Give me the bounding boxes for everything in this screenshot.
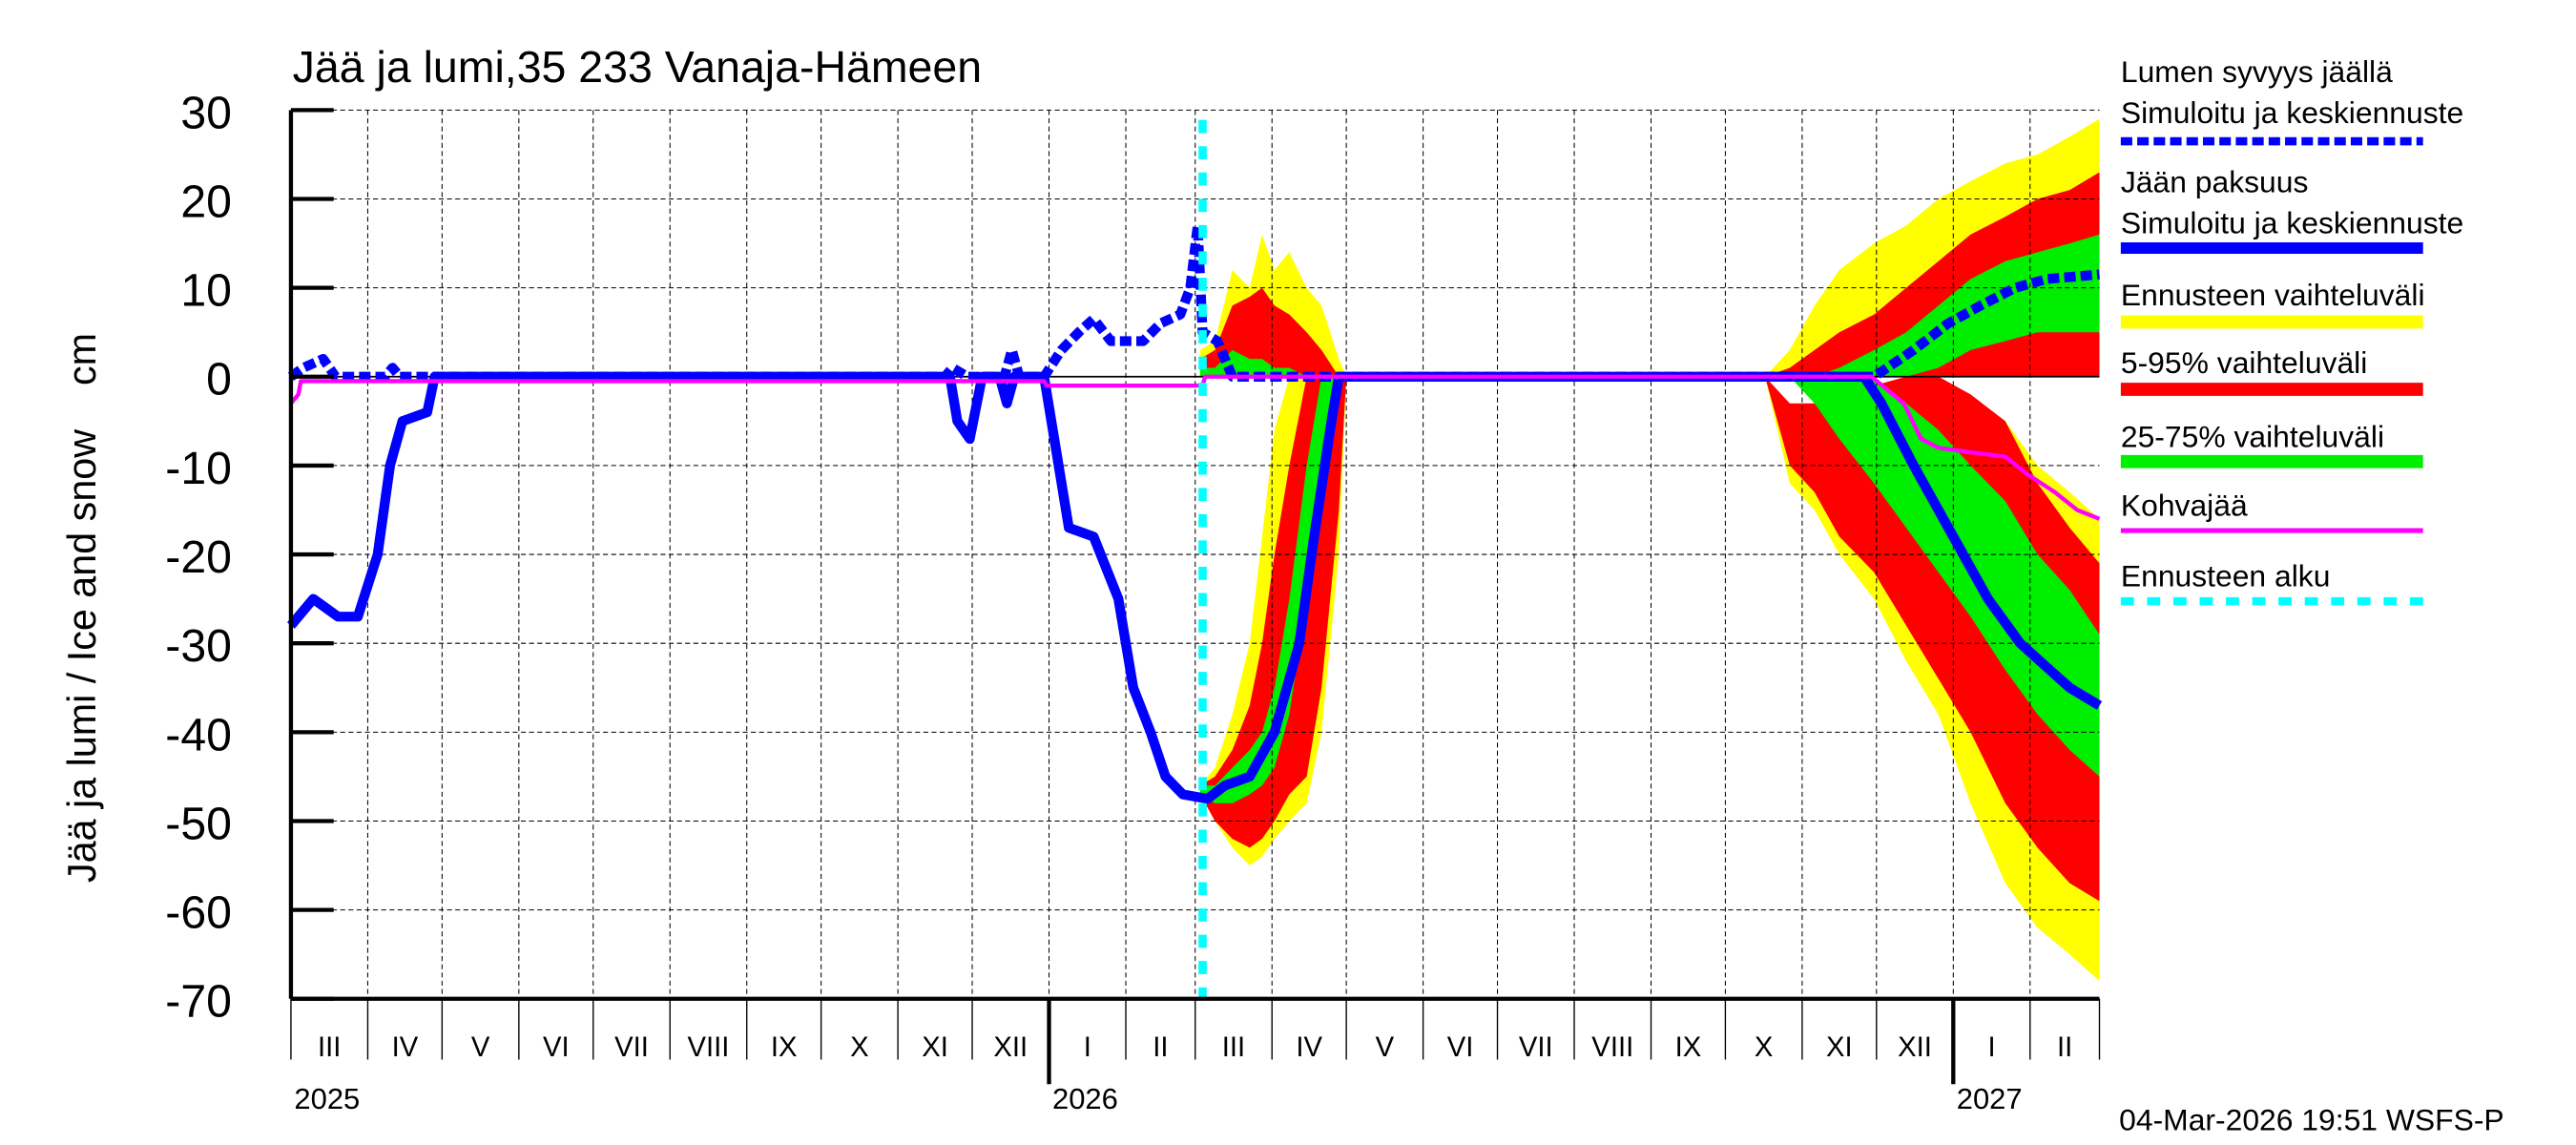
series-line-solid	[286, 371, 2103, 804]
x-month-label: XI	[922, 1032, 948, 1063]
y-tick-label: 30	[180, 87, 232, 138]
x-month-label: IX	[1675, 1032, 1702, 1063]
band-2-segment-3	[1764, 376, 2100, 777]
x-month-label: XI	[1826, 1032, 1853, 1063]
band-2-segment-2	[1764, 234, 2100, 377]
x-month-label: X	[850, 1032, 869, 1063]
y-tick-label: -60	[165, 887, 232, 939]
y-tick-label: -50	[165, 798, 232, 849]
legend-ice-title: Jään paksuus	[2121, 164, 2309, 198]
x-month-label: VI	[543, 1032, 570, 1063]
x-month-label: VII	[614, 1032, 649, 1063]
x-month-label: V	[1376, 1032, 1395, 1063]
y-tick-label: 0	[206, 354, 232, 406]
legend-p25-75: 25-75% vaihteluväli	[2121, 419, 2384, 453]
series-line-dashed	[287, 220, 2100, 382]
y-tick-label: -30	[165, 620, 232, 672]
x-month-label: X	[1755, 1032, 1774, 1063]
chart-title: Jää ja lumi,35 233 Vanaja-Hämeen	[293, 42, 982, 92]
x-month-label: IV	[1296, 1032, 1322, 1063]
legend-ice-sub: Simuloitu ja keskiennuste	[2121, 205, 2463, 239]
x-month-label: VII	[1519, 1032, 1553, 1063]
legend-p5-95: 5-95% vaihteluväli	[2121, 345, 2367, 380]
y-tick-label: -40	[165, 709, 232, 760]
timestamp: 04-Mar-2026 19:51 WSFS-P	[2119, 1103, 2504, 1137]
legend-snow-sub: Simuloitu ja keskiennuste	[2121, 95, 2463, 130]
x-month-label: II	[2057, 1032, 2072, 1063]
y-tick-label: -70	[165, 976, 232, 1028]
legend-fc-start: Ennusteen alku	[2121, 559, 2331, 593]
x-month-label: I	[1084, 1032, 1091, 1063]
y-tick-label: -20	[165, 531, 232, 583]
x-month-label: XII	[993, 1032, 1028, 1063]
x-year-label: 2027	[1957, 1082, 2023, 1115]
series-line-thin	[289, 374, 2101, 521]
grid	[290, 109, 2100, 1000]
x-month-label: XII	[1898, 1032, 1932, 1063]
band-2-segment-1	[1199, 376, 1347, 803]
y-axis-label: Jää ja lumi / Ice and snow cm	[60, 333, 104, 883]
legend: Lumen syvyys jäällä Simuloitu ja keskien…	[2120, 54, 2463, 606]
series-lines	[286, 119, 2103, 999]
x-month-label: I	[1987, 1032, 1995, 1063]
legend-range: Ennusteen vaihteluväli	[2121, 278, 2425, 312]
y-tick-label: 10	[180, 265, 232, 317]
x-month-label: VI	[1447, 1032, 1474, 1063]
legend-slush: Kohvajää	[2121, 489, 2248, 523]
x-month-label: V	[471, 1032, 490, 1063]
x-year-label: 2025	[294, 1082, 360, 1115]
band-2-segment-0	[1199, 349, 1347, 377]
forecast-bands	[1199, 118, 2100, 982]
x-month-label: III	[318, 1032, 341, 1063]
x-month-label: IX	[771, 1032, 798, 1063]
x-year-label: 2026	[1052, 1082, 1118, 1115]
y-tick-label: -10	[165, 443, 232, 494]
x-month-label: VIII	[1591, 1032, 1633, 1063]
x-month-label: II	[1153, 1032, 1168, 1063]
x-month-label: IV	[392, 1032, 419, 1063]
x-month-label: III	[1222, 1032, 1245, 1063]
band-1-segment-3	[1764, 376, 2100, 902]
x-month-label: VIII	[688, 1032, 730, 1063]
legend-snow-title: Lumen syvyys jäällä	[2121, 54, 2393, 89]
y-tick-label: 20	[180, 176, 232, 227]
